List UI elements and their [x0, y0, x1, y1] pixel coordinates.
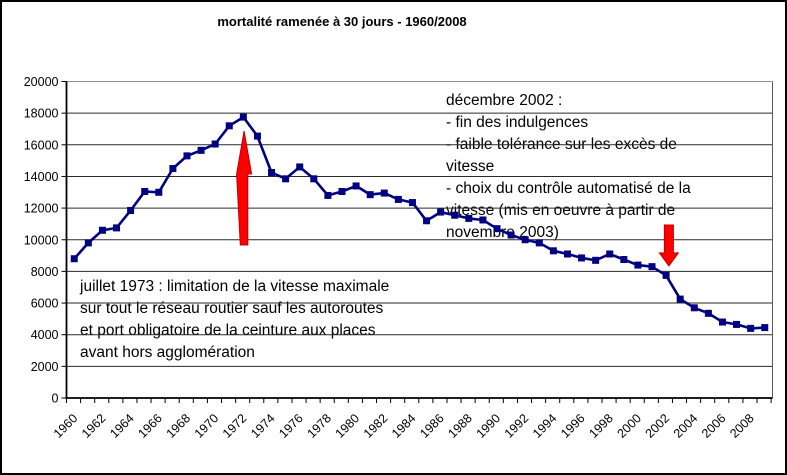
x-tick-label: 1994 [530, 411, 560, 441]
annotation-line: - choix du contrôle automatisé de la [446, 180, 691, 197]
annotation-line: - faible tolérance sur les excès de [446, 136, 677, 153]
y-tick-label: 4000 [31, 328, 59, 342]
data-point-1994 [549, 247, 557, 255]
x-tick-label: 1968 [164, 411, 194, 441]
x-tick-label: 1978 [304, 411, 334, 441]
x-tick-label: 2002 [643, 411, 673, 441]
data-point-2004 [690, 304, 698, 312]
data-point-2008 [747, 324, 755, 332]
data-point-1995 [563, 250, 571, 258]
data-point-1961 [84, 239, 92, 247]
y-tick-label: 2000 [31, 360, 59, 374]
data-point-1998 [606, 250, 614, 258]
x-tick-label: 1988 [445, 411, 475, 441]
annotation-line: juillet 1973 : limitation de la vitesse … [80, 278, 390, 295]
y-tick-label: 8000 [31, 265, 59, 279]
annotation-july-1973: juillet 1973 : limitation de la vitesse … [80, 276, 389, 364]
data-point-1964 [127, 206, 135, 214]
data-point-1975 [282, 175, 290, 183]
x-tick-label: 1996 [558, 411, 588, 441]
data-point-1976 [296, 163, 304, 171]
x-tick-label: 1976 [276, 411, 306, 441]
y-tick-label: 16000 [24, 138, 59, 152]
data-point-1966 [155, 188, 163, 196]
data-point-1969 [197, 146, 205, 154]
x-tick-label: 1962 [79, 411, 109, 441]
x-tick-label: 2004 [671, 411, 701, 441]
x-tick-label: 1980 [333, 411, 363, 441]
y-tick-label: 20000 [24, 75, 59, 89]
data-point-1997 [592, 256, 600, 264]
data-point-2001 [648, 263, 656, 271]
data-point-1986 [437, 208, 445, 216]
x-tick-label: 2006 [699, 411, 729, 441]
y-tick-label: 10000 [24, 233, 59, 247]
data-point-1970 [211, 140, 219, 148]
data-point-2007 [733, 320, 741, 328]
up-arrow-1972 [236, 130, 253, 246]
annotation-line: sur tout le réseau routier sauf les auto… [80, 300, 384, 317]
y-tick-label: 12000 [24, 202, 59, 216]
x-tick-label: 1966 [135, 411, 165, 441]
y-tick-label: 6000 [31, 297, 59, 311]
x-tick-label: 1992 [502, 411, 532, 441]
x-tick-label: 1982 [361, 411, 391, 441]
annotation-line: décembre 2002 : [446, 92, 563, 109]
data-point-1978 [324, 191, 332, 199]
data-point-1999 [620, 256, 628, 264]
data-point-2000 [634, 261, 642, 269]
y-tick-label: 14000 [24, 170, 59, 184]
annotation-line: avant hors agglomération [80, 344, 255, 361]
y-tick-label: 0 [52, 392, 59, 406]
annotation-line: - fin des indulgences [446, 114, 589, 131]
data-point-1983 [394, 195, 402, 203]
data-point-1981 [366, 191, 374, 199]
data-point-1977 [310, 175, 318, 183]
data-point-1996 [578, 254, 586, 262]
x-tick-label: 2000 [614, 411, 644, 441]
x-tick-label: 1972 [220, 411, 250, 441]
data-point-1979 [338, 187, 346, 195]
chart-title: mortalité ramenée à 30 jours - 1960/2008 [217, 14, 467, 29]
data-point-1982 [380, 189, 388, 197]
data-point-1968 [183, 152, 191, 160]
x-tick-label: 1990 [474, 411, 504, 441]
y-tick-label: 18000 [24, 107, 59, 121]
data-point-2002 [662, 271, 670, 279]
data-point-1980 [352, 182, 360, 190]
data-point-1971 [225, 122, 233, 130]
data-point-1985 [423, 217, 431, 225]
annotation-line: vitesse (mis en oeuvre à partir de [446, 202, 676, 219]
data-point-1963 [113, 224, 121, 232]
data-point-2006 [718, 318, 726, 326]
data-point-1965 [141, 187, 149, 195]
data-point-1962 [98, 226, 106, 234]
x-tick-label: 1970 [192, 411, 222, 441]
annotation-line: novembre 2003) [446, 224, 559, 241]
data-point-2005 [704, 309, 712, 317]
x-tick-label: 2008 [727, 411, 757, 441]
data-point-1974 [268, 168, 276, 176]
x-tick-label: 1986 [417, 411, 447, 441]
data-point-1972 [239, 113, 247, 121]
data-point-2009 [761, 324, 769, 332]
data-point-1973 [253, 132, 261, 140]
x-tick-label: 1960 [51, 411, 81, 441]
annotation-december-2002: décembre 2002 : - fin des indulgences - … [446, 90, 691, 244]
data-point-2003 [676, 295, 684, 303]
data-point-1984 [408, 199, 416, 207]
x-tick-label: 1974 [248, 411, 278, 441]
annotation-line: vitesse [446, 158, 495, 175]
x-tick-label: 1998 [586, 411, 616, 441]
data-point-1967 [169, 165, 177, 173]
annotation-line: et port obligatoire de la ceinture aux p… [80, 322, 376, 339]
data-point-1960 [70, 255, 78, 263]
x-tick-label: 1984 [389, 411, 419, 441]
x-tick-label: 1964 [107, 411, 137, 441]
